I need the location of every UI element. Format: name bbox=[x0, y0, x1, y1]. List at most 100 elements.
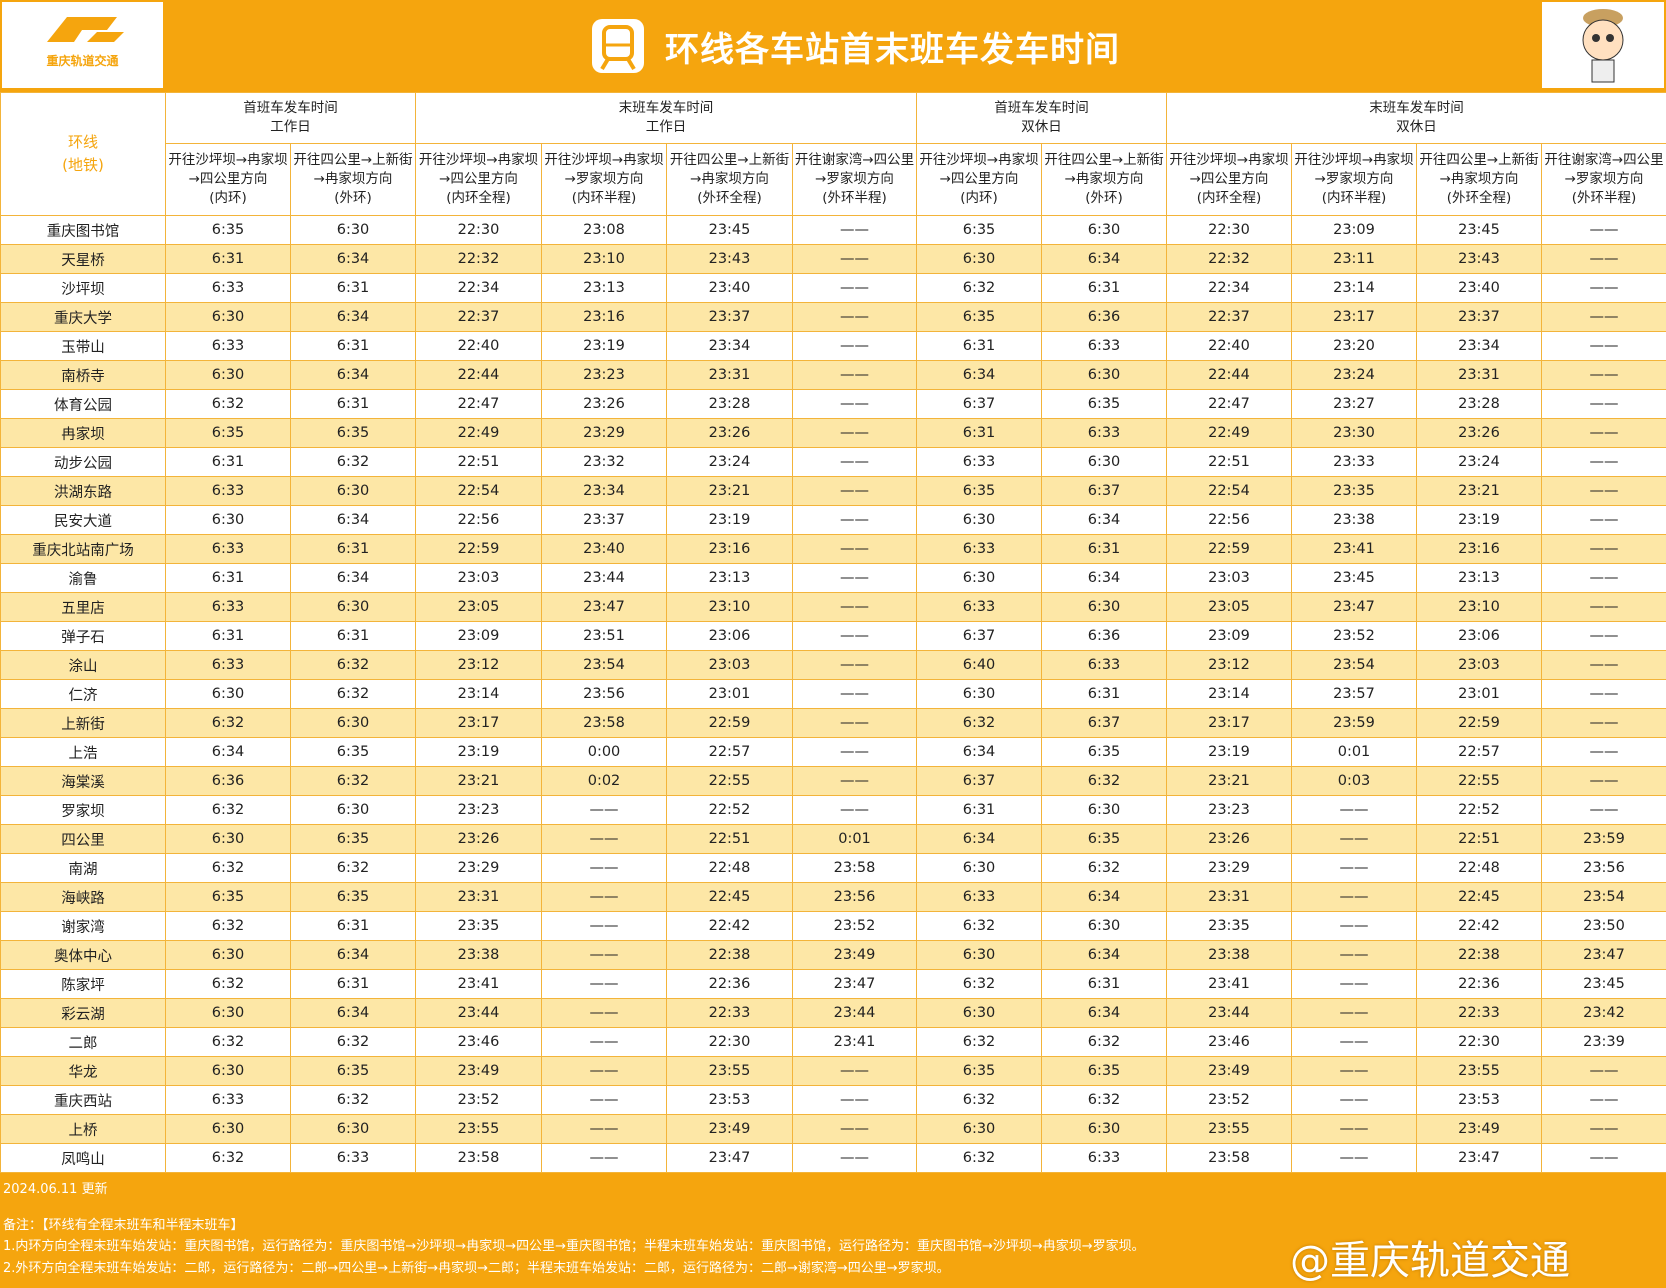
time-cell: 23:10 bbox=[666, 592, 793, 622]
header-line: (内环半程) bbox=[571, 190, 637, 206]
header-line: 开往四公里→上新街→冉家坝方向 bbox=[669, 152, 790, 187]
time-cell: 6:32 bbox=[165, 708, 291, 738]
time-cell: —— bbox=[1291, 998, 1417, 1028]
station-cell: 罗家坝 bbox=[0, 795, 166, 825]
time-cell: 22:47 bbox=[1166, 389, 1292, 419]
time-cell: —— bbox=[1541, 708, 1666, 738]
time-cell: 6:31 bbox=[290, 331, 416, 361]
time-cell: 23:42 bbox=[1541, 998, 1666, 1028]
time-cell: 23:03 bbox=[1416, 650, 1542, 680]
time-cell: 23:16 bbox=[666, 534, 793, 564]
time-cell: 23:19 bbox=[415, 737, 542, 767]
time-cell: 22:30 bbox=[415, 215, 542, 245]
station-cell: 华龙 bbox=[0, 1056, 166, 1086]
time-cell: 6:34 bbox=[290, 244, 416, 274]
time-cell: —— bbox=[792, 418, 917, 448]
header-line: 开往谢家湾→四公里→罗家坝方向 bbox=[1544, 152, 1664, 187]
time-cell: 22:56 bbox=[1166, 505, 1292, 535]
time-cell: 23:34 bbox=[541, 476, 667, 506]
time-cell: 6:33 bbox=[1041, 1143, 1167, 1173]
column-header: 开往沙坪坝→冉家坝→四公里方向 (内环) bbox=[916, 143, 1042, 216]
row: 天星桥 6:31 6:34 22:32 23:10 23:43 —— 6:30 6:34 22:3… bbox=[0, 244, 1666, 274]
time-cell: 6:35 bbox=[1041, 737, 1167, 767]
time-cell: —— bbox=[1291, 1027, 1417, 1057]
time-cell: 23:45 bbox=[1416, 215, 1542, 245]
time-cell: —— bbox=[1541, 679, 1666, 709]
column-header: 开往沙坪坝→冉家坝→罗家坝方向 (内环半程) bbox=[1291, 143, 1417, 216]
time-cell: 23:44 bbox=[1166, 998, 1292, 1028]
time-cell: 22:47 bbox=[415, 389, 542, 419]
time-cell: 6:33 bbox=[165, 1085, 291, 1115]
time-cell: 22:42 bbox=[1416, 911, 1542, 941]
time-cell: 6:34 bbox=[1041, 998, 1167, 1028]
time-cell: —— bbox=[1291, 853, 1417, 883]
time-cell: —— bbox=[792, 1143, 917, 1173]
time-cell: —— bbox=[1541, 476, 1666, 506]
time-cell: 6:30 bbox=[916, 1114, 1042, 1144]
time-cell: 6:31 bbox=[1041, 534, 1167, 564]
time-cell: 22:59 bbox=[666, 708, 793, 738]
time-cell: —— bbox=[1541, 621, 1666, 651]
time-cell: 6:31 bbox=[165, 621, 291, 651]
time-cell: 22:49 bbox=[1166, 418, 1292, 448]
header-line: (外环半程) bbox=[822, 190, 887, 206]
time-cell: 23:58 bbox=[1166, 1143, 1292, 1173]
time-cell: 22:45 bbox=[1416, 882, 1542, 912]
time-cell: 23:38 bbox=[415, 940, 542, 970]
time-cell: —— bbox=[1541, 737, 1666, 767]
row: 二郎 6:32 6:32 23:46 —— 22:30 23:41 6:32 6:32 23:46… bbox=[0, 1027, 1666, 1057]
time-cell: 22:33 bbox=[1416, 998, 1542, 1028]
time-cell: 23:01 bbox=[666, 679, 793, 709]
time-cell: —— bbox=[792, 244, 917, 274]
time-cell: 6:30 bbox=[165, 679, 291, 709]
logo-text: 重庆轨道交通 bbox=[46, 54, 119, 68]
time-cell: 6:31 bbox=[1041, 273, 1167, 303]
row: 冉家坝 6:35 6:35 22:49 23:29 23:26 —— 6:31 6:33 22:4… bbox=[0, 418, 1666, 448]
time-cell: 22:51 bbox=[666, 824, 793, 854]
time-cell: —— bbox=[792, 331, 917, 361]
time-cell: 23:21 bbox=[1166, 766, 1292, 796]
time-cell: 6:35 bbox=[165, 215, 291, 245]
time-cell: 23:40 bbox=[1416, 273, 1542, 303]
time-cell: 23:29 bbox=[415, 853, 542, 883]
time-cell: 6:37 bbox=[916, 389, 1042, 419]
row: 玉带山 6:33 6:31 22:40 23:19 23:34 —— 6:31 6:33 22:4… bbox=[0, 331, 1666, 361]
time-cell: —— bbox=[792, 215, 917, 245]
time-cell: —— bbox=[1541, 1085, 1666, 1115]
time-cell: 6:35 bbox=[1041, 389, 1167, 419]
time-cell: 23:44 bbox=[792, 998, 917, 1028]
station-cell: 沙坪坝 bbox=[0, 273, 166, 303]
time-cell: 23:09 bbox=[1291, 215, 1417, 245]
time-cell: —— bbox=[792, 679, 917, 709]
time-cell: 23:34 bbox=[666, 331, 793, 361]
time-cell: 6:32 bbox=[290, 1085, 416, 1115]
time-cell: 6:33 bbox=[916, 882, 1042, 912]
station-cell: 重庆北站南广场 bbox=[0, 534, 166, 564]
column-header: 开往沙坪坝→冉家坝→四公里方向 (内环全程) bbox=[415, 143, 542, 216]
time-cell: 22:57 bbox=[666, 737, 793, 767]
time-cell: —— bbox=[1541, 360, 1666, 390]
row: 谢家湾 6:32 6:31 23:35 —— 22:42 23:52 6:32 6:30 23:3… bbox=[0, 911, 1666, 941]
time-cell: —— bbox=[541, 911, 667, 941]
time-cell: 6:32 bbox=[1041, 853, 1167, 883]
station-cell: 南桥寺 bbox=[0, 360, 166, 390]
header-line: 开往沙坪坝→冉家坝→四公里方向 bbox=[919, 152, 1039, 187]
time-cell: —— bbox=[1541, 447, 1666, 477]
time-cell: —— bbox=[1541, 505, 1666, 535]
time-cell: —— bbox=[1541, 418, 1666, 448]
time-cell: —— bbox=[541, 853, 667, 883]
time-cell: 22:44 bbox=[1166, 360, 1292, 390]
time-cell: 6:32 bbox=[165, 389, 291, 419]
time-cell: 22:59 bbox=[1416, 708, 1542, 738]
time-cell: 6:30 bbox=[1041, 592, 1167, 622]
time-cell: 6:31 bbox=[290, 911, 416, 941]
time-cell: 6:30 bbox=[290, 708, 416, 738]
time-cell: 23:41 bbox=[792, 1027, 917, 1057]
time-cell: 6:34 bbox=[1041, 940, 1167, 970]
time-cell: 6:32 bbox=[165, 969, 291, 999]
header-line: 工作日 bbox=[270, 119, 311, 135]
time-cell: 6:30 bbox=[290, 592, 416, 622]
header-line: 开往四公里→上新街→冉家坝方向 bbox=[1044, 152, 1164, 187]
column-header: 开往四公里→上新街→冉家坝方向 (外环全程) bbox=[666, 143, 793, 216]
time-cell: 22:30 bbox=[666, 1027, 793, 1057]
